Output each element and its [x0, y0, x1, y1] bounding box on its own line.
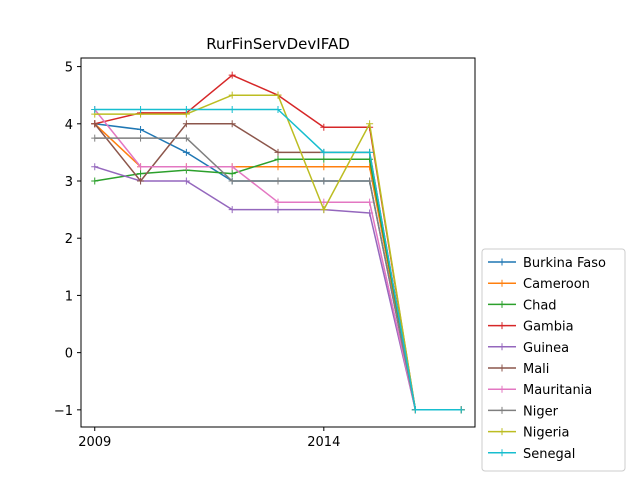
data-point-mali: [91, 120, 99, 128]
data-point-chad: [228, 170, 236, 178]
legend-item-nigeria: Nigeria: [488, 426, 570, 441]
data-point-burkina-faso: [137, 126, 145, 134]
axes-frame: [80, 57, 476, 428]
y-tick-label: 3: [65, 175, 73, 190]
data-point-nigeria: [274, 91, 282, 99]
legend-item-mauritania: Mauritania: [488, 383, 592, 398]
legend-label: Nigeria: [523, 426, 570, 441]
data-point-mali: [182, 120, 190, 128]
data-point-senegal: [91, 105, 99, 113]
data-point-niger: [137, 134, 145, 142]
legend-item-burkina-faso: Burkina Faso: [488, 256, 606, 271]
data-point-chad: [320, 155, 328, 163]
legend-marker: [498, 300, 506, 308]
data-point-senegal: [137, 105, 145, 113]
data-point-nigeria: [228, 91, 236, 99]
data-point-senegal: [320, 148, 328, 156]
data-point-senegal: [411, 406, 419, 414]
data-point-nigeria: [366, 120, 374, 128]
data-point-senegal: [182, 105, 190, 113]
data-point-niger: [366, 177, 374, 185]
y-tick-label: 0: [65, 347, 73, 362]
data-point-niger: [274, 177, 282, 185]
series-senegal: [91, 105, 465, 414]
data-point-cameroon: [274, 163, 282, 171]
legend-label: Senegal: [523, 447, 575, 462]
legend-marker: [498, 385, 506, 393]
legend-marker: [498, 322, 506, 330]
data-point-guinea: [228, 206, 236, 214]
data-point-mali: [274, 148, 282, 156]
data-point-chad: [274, 155, 282, 163]
data-point-senegal: [274, 105, 282, 113]
legend-item-senegal: Senegal: [488, 447, 575, 462]
data-point-senegal: [228, 105, 236, 113]
data-point-mali: [137, 177, 145, 185]
axis-layer: 2009 2014 −1 0 1 2 3 4 5: [54, 61, 341, 450]
legend: Burkina Faso Cameroon Chad Gambia Guinea Mali…: [481, 248, 626, 472]
y-tick-label: 5: [65, 61, 73, 76]
data-point-nigeria: [320, 206, 328, 214]
data-point-chad: [137, 170, 145, 178]
y-tick-label: 2: [65, 232, 73, 247]
legend-marker: [498, 428, 506, 436]
legend-marker: [498, 364, 506, 372]
x-tick-label: 2014: [307, 435, 340, 450]
data-point-chad: [366, 155, 374, 163]
legend-item-mali: Mali: [488, 362, 549, 377]
data-point-senegal: [457, 406, 465, 414]
data-point-chad: [91, 177, 99, 185]
series-niger: [91, 134, 465, 414]
data-point-burkina-faso: [182, 148, 190, 156]
data-point-mauritania: [182, 163, 190, 171]
legend-label: Burkina Faso: [523, 256, 606, 271]
legend-marker: [498, 279, 506, 287]
legend-label: Niger: [523, 404, 559, 419]
legend-label: Gambia: [523, 320, 574, 335]
legend-marker: [498, 449, 506, 457]
data-point-cameroon: [320, 163, 328, 171]
legend-label: Mali: [523, 362, 549, 377]
x-tick-label: 2009: [78, 435, 111, 450]
legend-label: Chad: [523, 298, 557, 313]
data-point-senegal: [366, 148, 374, 156]
legend-item-gambia: Gambia: [488, 320, 574, 335]
legend-label: Guinea: [523, 341, 569, 356]
data-point-niger: [91, 134, 99, 142]
data-point-gambia: [320, 123, 328, 131]
data-point-mali: [228, 120, 236, 128]
series-layer: [91, 71, 465, 414]
data-point-guinea: [274, 206, 282, 214]
data-point-guinea: [182, 177, 190, 185]
legend-item-chad: Chad: [488, 298, 557, 313]
data-point-mauritania: [137, 163, 145, 171]
data-point-mauritania: [366, 198, 374, 206]
y-tick-label: −1: [54, 404, 73, 419]
legend-marker: [498, 406, 506, 414]
data-point-gambia: [228, 71, 236, 79]
legend-marker: [498, 343, 506, 351]
legend-item-niger: Niger: [488, 404, 559, 419]
chart-title: RurFinServDevIFAD: [206, 35, 350, 53]
data-point-mauritania: [274, 198, 282, 206]
data-point-guinea: [91, 163, 99, 171]
legend-label: Mauritania: [523, 383, 592, 398]
data-point-niger: [320, 177, 328, 185]
legend-item-guinea: Guinea: [488, 341, 569, 356]
legend-item-cameroon: Cameroon: [488, 277, 590, 292]
y-tick-label: 1: [65, 289, 73, 304]
y-tick-label: 4: [65, 118, 73, 133]
legend-box: [481, 248, 626, 472]
legend-label: Cameroon: [523, 277, 590, 292]
data-point-niger: [228, 177, 236, 185]
legend-marker: [498, 258, 506, 266]
data-point-niger: [182, 134, 190, 142]
data-point-mauritania: [228, 163, 236, 171]
